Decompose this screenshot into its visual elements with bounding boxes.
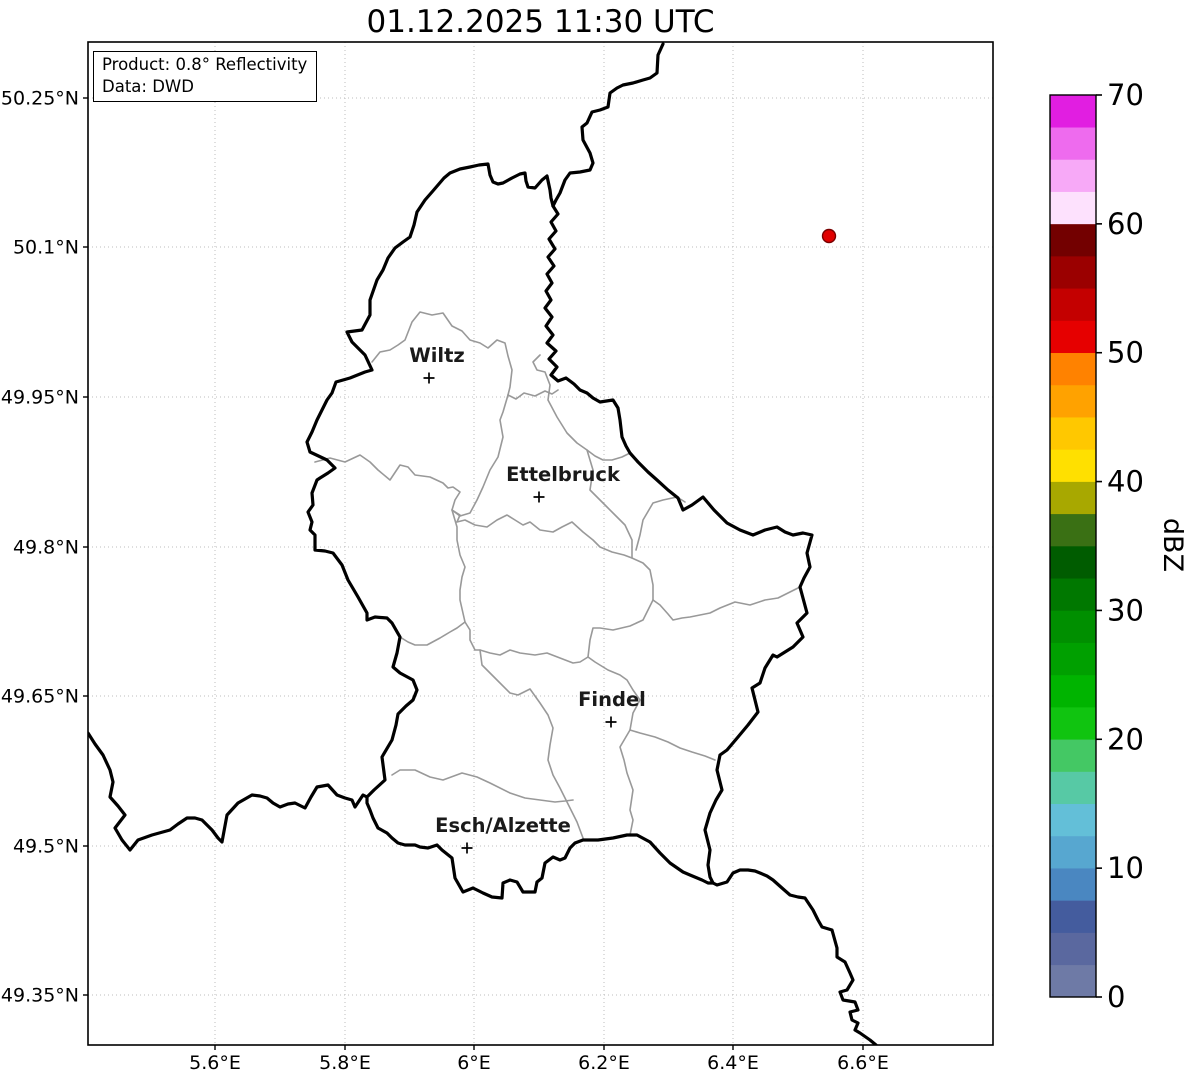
y-axis-tick-label: 50.1°N [13,237,79,259]
colorbar-unit-label: dBZ [1157,518,1184,572]
neighbor-border-line [711,868,878,1045]
product-info-box: Product: 0.8° Reflectivity Data: DWD [93,51,318,102]
colorbar-segment [1050,159,1096,192]
map-frame [87,41,994,1046]
x-axis-tick-label: 5.8°E [319,1052,371,1074]
colorbar-segment [1050,642,1096,676]
canton-border-line [451,394,509,517]
colorbar-segment [1050,320,1096,354]
x-axis-tick-label: 6°E [457,1052,491,1074]
colorbar-segment [1050,352,1096,386]
colorbar-segment [1050,416,1096,450]
city-cross-icon [533,491,545,503]
colorbar-segment [1050,803,1096,837]
luxembourg-border [305,162,814,900]
city-cross-icon [461,842,473,854]
city-label: Wiltz [409,344,465,367]
colorbar-segment [1050,94,1096,128]
colorbar-segment [1050,287,1096,321]
canton-border-line [507,389,559,400]
city-label: Esch/Alzette [435,814,571,837]
colorbar-segment [1050,577,1096,611]
city-label: Ettelbruck [506,463,621,486]
colorbar-segment [1050,191,1096,225]
canton-border-line [479,649,584,839]
colorbar-frame [1049,94,1097,998]
map-title: 01.12.2025 11:30 UTC [366,4,715,40]
x-axis-tick-label: 6.4°E [707,1052,759,1074]
colorbar-segment [1050,771,1096,805]
colorbar-segment [1050,900,1096,933]
canton-border-line [451,509,654,664]
canton-border-line [652,586,801,621]
colorbar-segment [1050,255,1096,289]
colorbar-segment [1050,126,1096,160]
national-borders [88,42,878,1045]
colorbar-tick-label: 60 [1107,207,1144,241]
neighbor-border-line [88,731,369,852]
reflectivity-colorbar: 0 10 20 30 40 50 60 70 [1049,78,1144,1014]
canton-border-line [371,311,513,396]
y-axis-tick-label: 50.25°N [1,88,79,110]
colorbar-tick-label: 50 [1107,336,1144,370]
city-markers: Wiltz Ettelbruck Findel Esch/Alzette [409,344,646,854]
y-axis-tick-label: 49.65°N [1,686,79,708]
district-borders [314,311,801,839]
colorbar-segment [1050,449,1096,482]
y-axis-tick-label: 49.35°N [1,985,79,1007]
canton-border-line [532,354,633,559]
product-line: Product: 0.8° Reflectivity [102,55,308,74]
colorbar-segment [1050,223,1096,257]
y-axis-tick-label: 49.8°N [13,537,79,559]
canton-border-line [391,769,574,803]
x-axis-tick-label: 5.6°E [189,1052,241,1074]
colorbar-segment [1050,738,1096,772]
colorbar-segment [1050,481,1096,515]
x-axis-tick-label: 6.2°E [578,1052,630,1074]
y-axis-tick-label: 49.95°N [1,387,79,409]
city-label: Findel [578,688,646,711]
colorbar-segment [1050,964,1096,998]
data-source-line: Data: DWD [102,76,194,96]
canton-border-line [314,454,461,511]
colorbar-segment [1050,545,1096,579]
colorbar-tick-label: 0 [1107,980,1125,1014]
colorbar-tick-label: 40 [1107,465,1144,499]
colorbar-tick-label: 20 [1107,722,1144,756]
colorbar-tick-label: 30 [1107,593,1144,627]
axis-tick-labels: 5.6°E 5.8°E 6°E 6.2°E 6.4°E 6.6°E 50.25°N 50.1°… [1,88,889,1075]
graticule-gridlines [88,42,993,1045]
colorbar-segment [1050,932,1096,966]
observation-dot-layer [821,228,837,244]
colorbar-segment [1050,835,1096,869]
city-cross-icon [423,372,435,384]
city-cross-icon [605,716,617,728]
y-axis-tick-label: 49.5°N [13,836,79,858]
colorbar-segment [1050,610,1096,643]
canton-border-line [586,449,631,461]
colorbar-tick-label: 70 [1107,78,1144,112]
neighbor-border-line [551,42,665,208]
colorbar-segment [1050,706,1096,740]
x-axis-tick-label: 6.6°E [837,1052,889,1074]
observation-dot [821,228,837,244]
colorbar-segment [1050,674,1096,708]
canton-border-line [399,621,466,646]
colorbar-tick-label: 10 [1107,851,1144,885]
canton-border-line [635,496,686,551]
colorbar-segment [1050,513,1096,547]
canton-border-line [587,656,641,836]
colorbar-segment [1050,867,1096,901]
canton-border-line [629,729,716,761]
colorbar-segment [1050,384,1096,418]
